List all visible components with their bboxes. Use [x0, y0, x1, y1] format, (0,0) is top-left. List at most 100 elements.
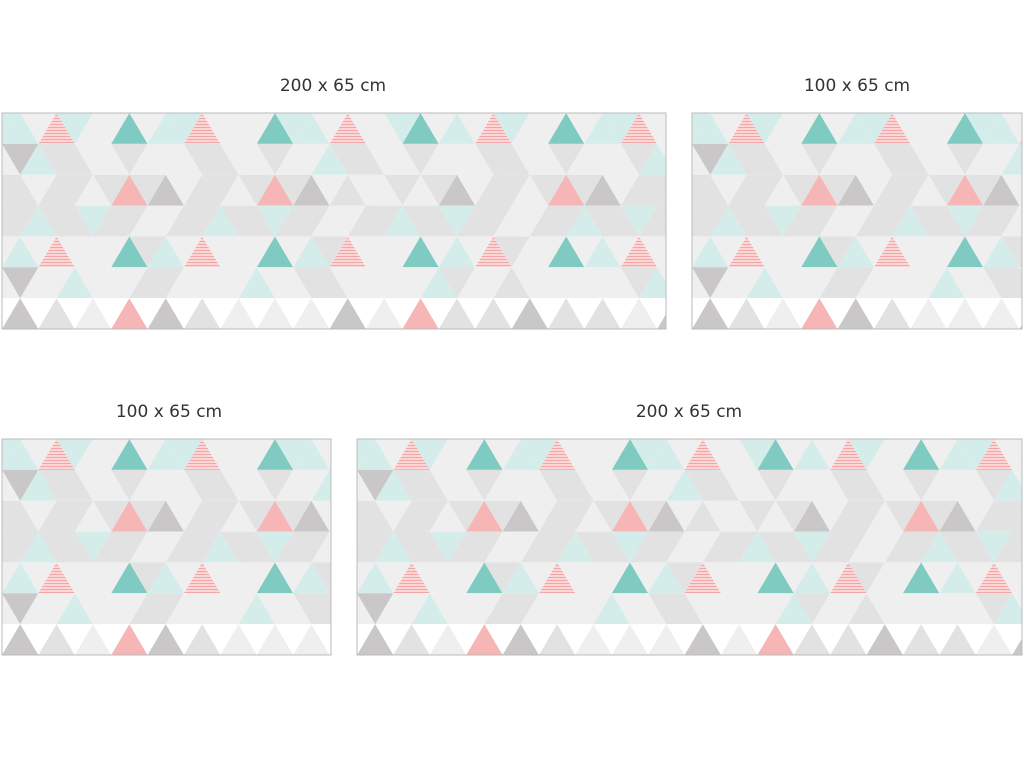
triangle	[475, 267, 512, 299]
triangle	[184, 593, 221, 625]
triangle	[466, 531, 503, 563]
triangle	[620, 174, 658, 206]
triangle	[147, 236, 184, 268]
triangle	[939, 624, 976, 655]
triangle	[74, 143, 112, 175]
triangle	[866, 500, 903, 532]
triangle	[74, 593, 112, 625]
triangle	[93, 113, 130, 144]
triangle	[402, 298, 439, 329]
triangle	[903, 439, 940, 470]
triangle	[783, 267, 820, 299]
triangle	[739, 469, 776, 501]
triangle	[965, 298, 1002, 329]
triangle	[475, 298, 512, 329]
triangle	[20, 562, 57, 594]
triangle	[648, 593, 685, 625]
triangle	[692, 174, 711, 206]
triangle	[566, 113, 603, 144]
triangle	[256, 469, 294, 501]
triangle	[202, 298, 239, 329]
triangle	[848, 469, 885, 501]
pattern	[692, 113, 1022, 329]
triangle	[165, 593, 203, 625]
triangle	[20, 531, 57, 563]
triangle	[402, 174, 439, 206]
triangle	[692, 143, 711, 175]
triangle	[801, 143, 838, 175]
triangle	[493, 205, 530, 237]
triangle	[801, 205, 838, 237]
triangle	[311, 500, 331, 532]
triangle	[165, 236, 203, 268]
triangle	[819, 143, 856, 175]
triangle	[384, 113, 421, 144]
triangle	[411, 562, 448, 594]
triangle	[202, 267, 239, 299]
triangle	[819, 174, 856, 206]
triangle	[584, 267, 621, 299]
triangle	[74, 624, 112, 655]
triangle	[357, 562, 376, 594]
triangle	[384, 205, 421, 237]
triangle	[184, 267, 221, 299]
triangle	[311, 624, 331, 655]
triangle	[256, 113, 294, 144]
triangle	[529, 298, 567, 329]
triangle	[1001, 174, 1022, 206]
triangle	[994, 562, 1022, 594]
triangle	[620, 205, 658, 237]
triangle	[165, 562, 203, 594]
triangle	[38, 113, 75, 144]
triangle	[994, 439, 1022, 470]
triangle	[393, 500, 430, 532]
triangle	[566, 298, 603, 329]
triangle	[910, 113, 947, 144]
triangle	[202, 531, 239, 563]
triangle	[111, 531, 148, 563]
triangle	[692, 298, 729, 329]
triangle	[448, 500, 485, 532]
triangle	[721, 439, 758, 470]
triangle	[366, 267, 403, 299]
triangle	[38, 267, 75, 299]
triangle	[921, 624, 958, 655]
triangle	[366, 113, 403, 144]
triangle	[928, 143, 965, 175]
triangle	[502, 531, 539, 563]
triangle	[848, 593, 885, 625]
triangle	[793, 439, 831, 470]
triangle	[928, 205, 965, 237]
triangle	[566, 174, 603, 206]
triangle	[830, 593, 867, 625]
triangle	[684, 593, 721, 625]
triangle	[220, 469, 257, 501]
triangle	[921, 439, 958, 470]
triangle	[892, 174, 929, 206]
triangle	[93, 267, 130, 299]
triangle	[56, 439, 93, 470]
triangle	[329, 143, 366, 175]
triangle	[357, 500, 394, 532]
triangle	[557, 624, 594, 655]
triangle	[147, 439, 184, 470]
triangle	[238, 236, 275, 268]
triangle	[557, 469, 594, 501]
triangle	[220, 298, 257, 329]
triangle	[293, 500, 330, 532]
triangle	[357, 500, 376, 532]
triangle	[293, 531, 330, 563]
triangle	[184, 469, 221, 501]
triangle	[539, 562, 576, 594]
triangle	[520, 593, 558, 625]
triangle	[884, 593, 922, 625]
triangle	[539, 439, 576, 470]
triangle	[1012, 638, 1022, 655]
triangle	[692, 205, 711, 237]
triangle	[903, 562, 940, 594]
triangle	[830, 439, 867, 470]
triangle	[874, 236, 911, 268]
triangle	[275, 624, 312, 655]
triangle	[548, 143, 585, 175]
triangle	[165, 113, 203, 144]
